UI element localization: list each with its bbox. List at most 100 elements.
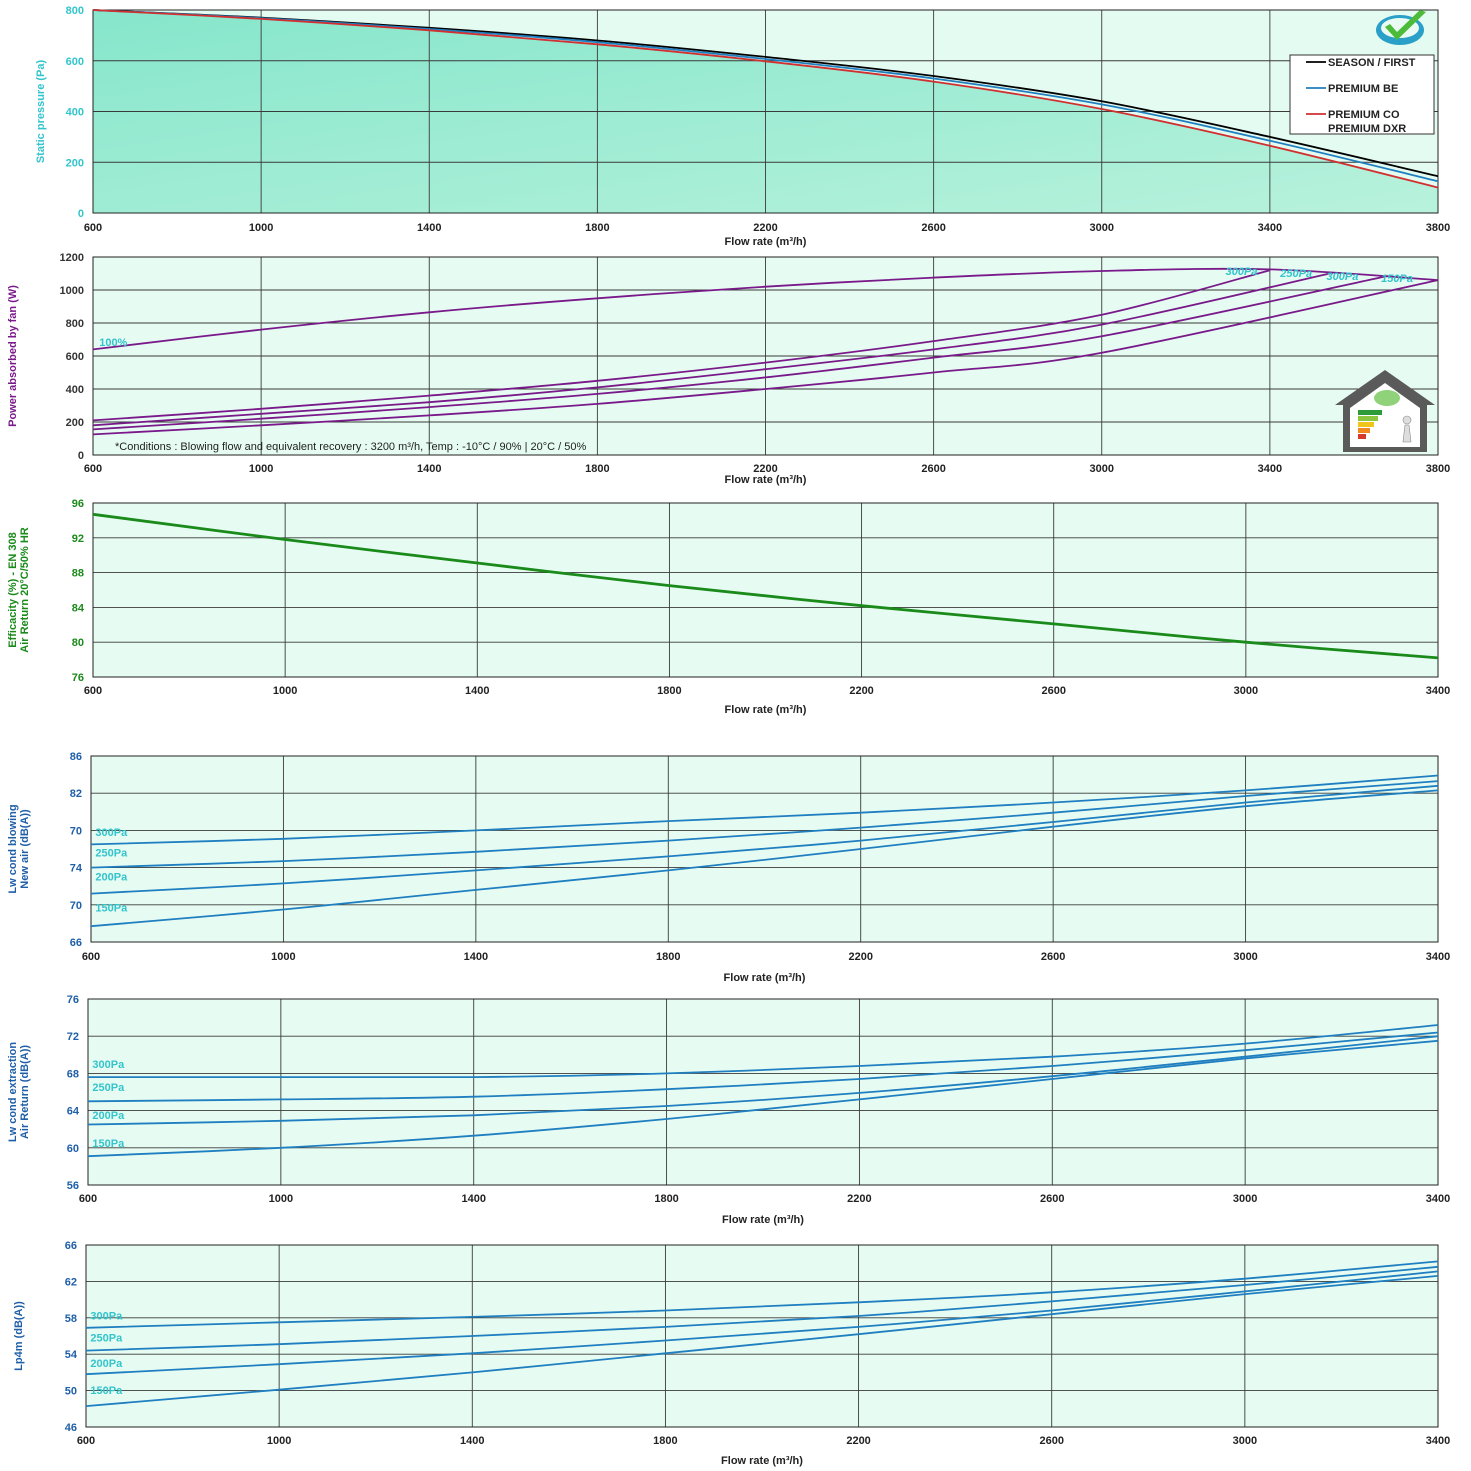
y-tick-label: 400 — [66, 384, 84, 396]
y-tick-label: 200 — [66, 157, 84, 169]
y-axis-label: Lw cond blowing — [7, 804, 19, 893]
x-tick-label: 1000 — [273, 685, 297, 697]
y-tick-label: 50 — [65, 1386, 77, 1398]
series-line — [92, 275, 1388, 431]
series-line — [90, 780, 1439, 869]
x-tick-label: 3400 — [1258, 222, 1282, 234]
x-tick-label: 3400 — [1426, 1193, 1450, 1205]
series-line — [92, 271, 1334, 427]
x-tick-label: 1000 — [249, 222, 273, 234]
x-tick-label: 2600 — [1041, 951, 1065, 963]
curve-label: 200Pa — [90, 1358, 123, 1370]
x-tick-label: 2200 — [846, 1435, 870, 1447]
curve-label: 300Pa — [90, 1311, 123, 1323]
plot-background — [88, 999, 1438, 1185]
series-line — [92, 9, 1439, 189]
x-tick-label: 1000 — [249, 463, 273, 475]
y-tick-label: 400 — [66, 107, 84, 119]
plot-background — [86, 1245, 1438, 1427]
curve-label: 150Pa — [95, 902, 128, 914]
curve-label: 150Pa — [1381, 273, 1413, 285]
x-tick-label: 3400 — [1426, 1435, 1450, 1447]
figure-body — [1402, 424, 1412, 443]
x-tick-label: 2600 — [921, 222, 945, 234]
series-line — [85, 1265, 1439, 1352]
check-logo-icon — [1376, 10, 1426, 45]
x-tick-label: 600 — [82, 951, 100, 963]
y-tick-label: 66 — [70, 937, 82, 949]
series-line — [85, 1275, 1439, 1407]
x-axis-label: Flow rate (m³/h) — [721, 1455, 803, 1467]
curve-label: 150Pa — [92, 1138, 125, 1150]
y-tick-label: 76 — [67, 994, 79, 1006]
y-tick-label: 64 — [67, 1106, 80, 1118]
y-axis-label: Air Return (dB(A)) — [19, 1045, 31, 1139]
y-tick-label: 56 — [67, 1180, 79, 1192]
x-tick-label: 1000 — [269, 1193, 293, 1205]
y-tick-label: 66 — [65, 1240, 77, 1252]
x-tick-label: 2200 — [753, 463, 777, 475]
curve-label: 250Pa — [1279, 268, 1312, 280]
x-tick-label: 3800 — [1426, 463, 1450, 475]
chart-power: 600 1000 1400 1800 2200 2600 3000 3400 3800 0 200 4… — [7, 252, 1450, 486]
x-axis-label: Flow rate (m³/h) — [724, 972, 806, 984]
curve-label: 300Pa — [1226, 266, 1258, 278]
y-axis-label: Lw cond extraction — [7, 1042, 19, 1143]
y-axis-label: Air Return 20°C/50% HR — [19, 527, 31, 652]
curve-label: 250Pa — [95, 847, 128, 859]
y-tick-label: 70 — [70, 825, 82, 837]
y-axis-label: Efficacity (%) - EN 308 — [7, 532, 19, 648]
x-tick-label: 3400 — [1258, 463, 1282, 475]
energy-house-icon — [1335, 370, 1435, 452]
plot-frame — [92, 256, 1439, 456]
legend-label: PREMIUM CO — [1328, 109, 1400, 121]
series-line — [92, 512, 1439, 660]
energy-bar — [1358, 422, 1374, 427]
x-tick-label: 1800 — [654, 1193, 678, 1205]
plot-frame — [90, 755, 1439, 943]
x-tick-label: 3000 — [1090, 463, 1114, 475]
x-tick-label: 1800 — [585, 222, 609, 234]
x-tick-label: 1000 — [267, 1435, 291, 1447]
x-tick-label: 3000 — [1090, 222, 1114, 234]
series-line — [87, 1039, 1439, 1158]
curve-label: 300Pa — [95, 827, 128, 839]
series-line — [92, 267, 1439, 351]
plot-frame — [85, 1244, 1439, 1428]
series-line — [92, 9, 1439, 183]
plot-background — [93, 503, 1438, 677]
plot-frame — [92, 502, 1439, 678]
y-tick-label: 76 — [72, 672, 84, 684]
y-tick-label: 88 — [72, 568, 84, 580]
y-tick-label: 74 — [70, 863, 83, 875]
x-tick-label: 1800 — [656, 951, 680, 963]
energy-bar — [1358, 428, 1370, 433]
x-tick-label: 1400 — [464, 951, 488, 963]
x-tick-label: 1800 — [657, 685, 681, 697]
x-tick-label: 600 — [77, 1435, 95, 1447]
x-tick-label: 1800 — [585, 463, 609, 475]
x-tick-label: 2200 — [847, 1193, 871, 1205]
series-line — [90, 789, 1439, 928]
y-tick-label: 70 — [70, 900, 82, 912]
curve-label: 150Pa — [90, 1385, 123, 1397]
x-tick-label: 1400 — [417, 222, 441, 234]
energy-bar — [1358, 410, 1382, 415]
y-tick-label: 46 — [65, 1422, 77, 1434]
x-tick-label: 2200 — [848, 951, 872, 963]
curve-label: 200Pa — [92, 1110, 125, 1122]
y-tick-label: 86 — [70, 751, 82, 763]
y-tick-label: 600 — [66, 351, 84, 363]
x-tick-label: 600 — [84, 685, 102, 697]
series-line — [85, 1260, 1439, 1329]
series-line — [87, 1035, 1439, 1126]
chart-static: 600 1000 1400 1800 2200 2600 3000 3400 3800 0 200 4… — [35, 5, 1450, 248]
y-axis-label: Power absorbed by fan (W) — [7, 285, 19, 427]
x-axis-label: Flow rate (m³/h) — [722, 1214, 804, 1226]
x-tick-label: 2600 — [921, 463, 945, 475]
x-tick-label: 1400 — [461, 1193, 485, 1205]
x-tick-label: 1400 — [460, 1435, 484, 1447]
x-axis-label: Flow rate (m³/h) — [725, 704, 807, 716]
x-tick-label: 600 — [84, 222, 102, 234]
